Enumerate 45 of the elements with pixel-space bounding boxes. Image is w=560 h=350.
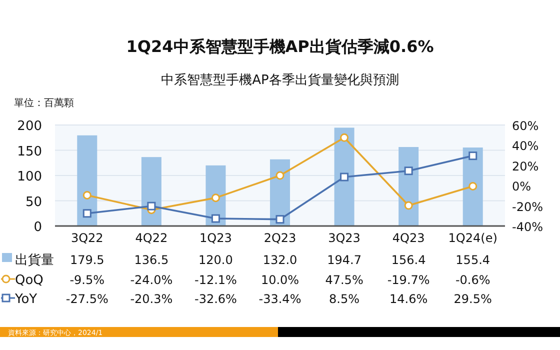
data-label: -32.6% xyxy=(194,292,237,306)
legend-label: 出貨量 xyxy=(15,253,54,268)
y-tick-label: 150 xyxy=(17,144,42,160)
chart-subtitle: 中系智慧型手機AP各季出貨量變化與預測 xyxy=(161,73,399,88)
legend-label: YoY xyxy=(14,292,38,307)
data-label: 136.5 xyxy=(134,253,169,267)
data-label: -0.6% xyxy=(455,273,490,287)
x-tick-label: 4Q23 xyxy=(392,231,425,245)
y2-tick-label: 60% xyxy=(512,119,539,133)
data-label: 47.5% xyxy=(325,273,364,287)
x-tick-label: 1Q24(e) xyxy=(448,231,498,245)
y-tick-label: 0 xyxy=(34,220,42,235)
data-label: 132.0 xyxy=(262,253,298,267)
x-tick-label: 1Q23 xyxy=(200,231,232,245)
y2-tick-label: 40% xyxy=(512,139,539,154)
data-label: -33.4% xyxy=(258,292,302,306)
data-label: 156.4 xyxy=(391,253,426,267)
data-label: 8.5% xyxy=(329,292,360,306)
data-label: -27.5% xyxy=(66,292,108,306)
data-label: 10.0% xyxy=(260,273,300,287)
y2-tick-label: 20% xyxy=(512,159,539,174)
data-label: -20.3% xyxy=(130,292,173,306)
data-label: 14.6% xyxy=(390,292,428,306)
chart-title: 1Q24中系智慧型手機AP出貨估季減0.6% xyxy=(126,37,434,56)
data-label: 194.7 xyxy=(327,253,362,267)
data-label: 155.4 xyxy=(456,253,490,267)
x-tick-label: 3Q22 xyxy=(70,231,104,245)
y-tick-label: 50 xyxy=(25,194,42,210)
y2-tick-label: -20% xyxy=(512,200,544,214)
data-label: -19.7% xyxy=(387,273,430,287)
data-label: -24.0% xyxy=(130,273,173,287)
legend-label: QoQ xyxy=(15,273,44,288)
y2-tick-label: 0% xyxy=(512,180,532,194)
x-tick-label: 3Q23 xyxy=(328,231,360,245)
y-tick-label: 200 xyxy=(17,119,42,134)
y-axis-title: 單位：百萬顆 xyxy=(14,97,74,109)
data-label: 120.0 xyxy=(198,253,233,267)
x-tick-label: 2Q23 xyxy=(264,231,296,245)
data-label: -12.1% xyxy=(194,273,237,287)
y2-tick-label: -40% xyxy=(512,220,544,234)
data-label: 179.5 xyxy=(70,253,104,267)
data-label: 29.5% xyxy=(454,292,492,306)
data-label: -9.5% xyxy=(70,273,105,287)
x-tick-label: 4Q22 xyxy=(135,231,168,245)
y-tick-label: 100 xyxy=(17,170,42,184)
